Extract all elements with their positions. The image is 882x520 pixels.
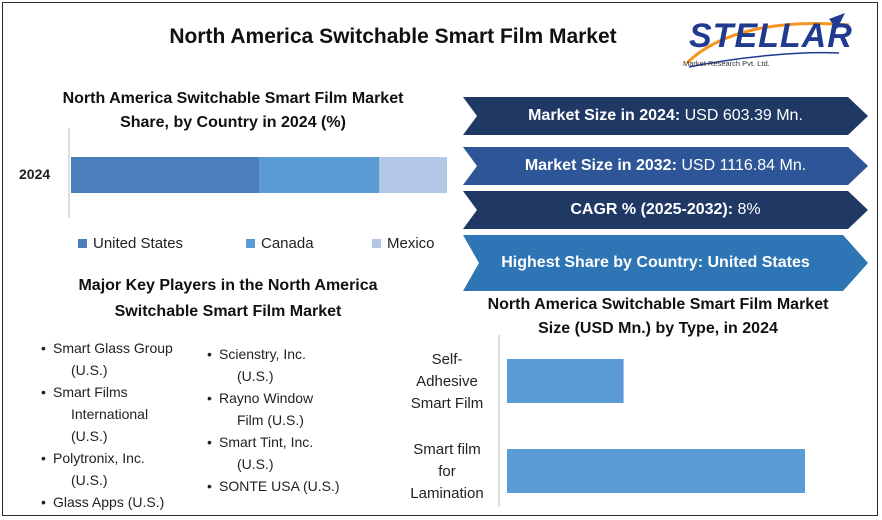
banner-label: CAGR % (2025-2032): [570, 201, 734, 218]
players-column-2: Scienstry, Inc. (U.S.) Rayno Window Film (U… [205, 343, 375, 497]
player-name-continued: (U.S.) [71, 472, 108, 488]
share-chart: 2024 [19, 128, 447, 218]
players-title: Major Key Players in the North America S… [33, 273, 423, 325]
type-category-label: Self-Adhesive Smart Film [411, 351, 484, 412]
type-chart: Self-Adhesive Smart Film Smart film for Lami… [410, 335, 805, 507]
banner-market-size-2024: Market Size in 2024: USD 603.39 Mn. [463, 97, 868, 135]
players-title-line2: Switchable Smart Film Market [114, 303, 342, 320]
player-name-continued: (U.S.) [71, 362, 108, 378]
legend-label-mexico: Mexico [387, 235, 435, 252]
player-item: Rayno Window Film (U.S.) [205, 387, 375, 431]
banner-cagr: CAGR % (2025-2032): 8% [463, 191, 868, 229]
player-name: Smart Tint, Inc. [219, 434, 314, 450]
player-name: Scienstry, Inc. [219, 346, 306, 362]
share-chart-category-label: 2024 [19, 166, 50, 182]
banner-shape [463, 191, 868, 229]
stellar-logo: STELLAR Market Research Pvt. Ltd. [679, 11, 869, 71]
player-item: Scienstry, Inc. (U.S.) [205, 343, 375, 387]
player-item: Smart Tint, Inc. (U.S.) [205, 431, 375, 475]
player-name: Smart Glass Group [53, 340, 173, 356]
banner-shape [463, 235, 868, 291]
page-title: North America Switchable Smart Film Mark… [169, 25, 617, 48]
banner-value: 8% [733, 201, 761, 218]
banner-value: USD 603.39 Mn. [680, 107, 803, 124]
player-name-continued: (U.S.) [237, 456, 274, 472]
player-item: Glass Apps (U.S.) [39, 491, 209, 513]
share-chart-legend: United States Canada Mexico [78, 235, 458, 252]
type-category-label: Smart film for Lamination [410, 441, 483, 502]
banner-label: Highest Share by Country: United States [501, 254, 810, 271]
type-chart-title: North America Switchable Smart Film Mark… [443, 293, 873, 341]
player-name: SONTE USA (U.S.) [219, 478, 340, 494]
logo-subtitle: Market Research Pvt. Ltd. [683, 59, 770, 68]
player-name-continued: Film (U.S.) [237, 412, 304, 428]
banner-label: Market Size in 2024: [528, 107, 681, 124]
type-chart-title-line1: North America Switchable Smart Film Mark… [487, 296, 829, 313]
legend-label-united-states: United States [93, 235, 184, 252]
player-item: Polytronix, Inc. (U.S.) [39, 447, 209, 491]
player-name-continued: International [71, 406, 149, 422]
player-name: Rayno Window [219, 390, 314, 406]
player-name: Polytronix, Inc. [53, 450, 145, 466]
share-bar-mexico [379, 157, 447, 193]
legend-swatch-mexico [372, 239, 381, 248]
share-chart-title: North America Switchable Smart Film Mark… [43, 87, 423, 135]
type-chart-title-line2: Size (USD Mn.) by Type, in 2024 [538, 320, 778, 337]
legend-item-united-states: United States [78, 235, 246, 252]
player-item: Smart Glass Group (U.S.) [39, 337, 209, 381]
legend-label-canada: Canada [261, 235, 314, 252]
legend-item-mexico: Mexico [372, 235, 435, 252]
player-item: Smart Films International (U.S.) [39, 381, 209, 447]
banner-value: USD 1116.84 Mn. [676, 157, 807, 174]
player-name: Smart Films [53, 384, 128, 400]
player-item: SONTE USA (U.S.) [205, 475, 375, 497]
players-title-line1: Major Key Players in the North America [78, 277, 378, 294]
type-bar-2 [507, 449, 805, 493]
share-chart-title-line2: Share, by Country in 2024 (%) [120, 114, 346, 131]
logo-name: STELLAR [689, 17, 853, 55]
type-bar-1 [507, 359, 624, 403]
legend-swatch-united-states [78, 239, 87, 248]
player-name-continued: (U.S.) [71, 428, 108, 444]
banner-label: Market Size in 2032: [524, 157, 677, 174]
banner-highest-share: Highest Share by Country: United States [463, 235, 868, 291]
banner-market-size-2032: Market Size in 2032: USD 1116.84 Mn. [463, 147, 868, 185]
legend-item-canada: Canada [246, 235, 372, 252]
player-name: Glass Apps (U.S.) [53, 494, 165, 510]
share-chart-title-line1: North America Switchable Smart Film Mark… [62, 90, 404, 107]
legend-swatch-canada [246, 239, 255, 248]
banner-shape [463, 97, 868, 135]
share-bar-canada [259, 157, 380, 193]
players-column-1: Smart Glass Group (U.S.) Smart Films Intern… [39, 337, 209, 513]
banner-shape [463, 147, 868, 185]
share-bar-united-states [71, 157, 259, 193]
player-name-continued: (U.S.) [237, 368, 274, 384]
logo-swoosh-icon [685, 13, 850, 68]
